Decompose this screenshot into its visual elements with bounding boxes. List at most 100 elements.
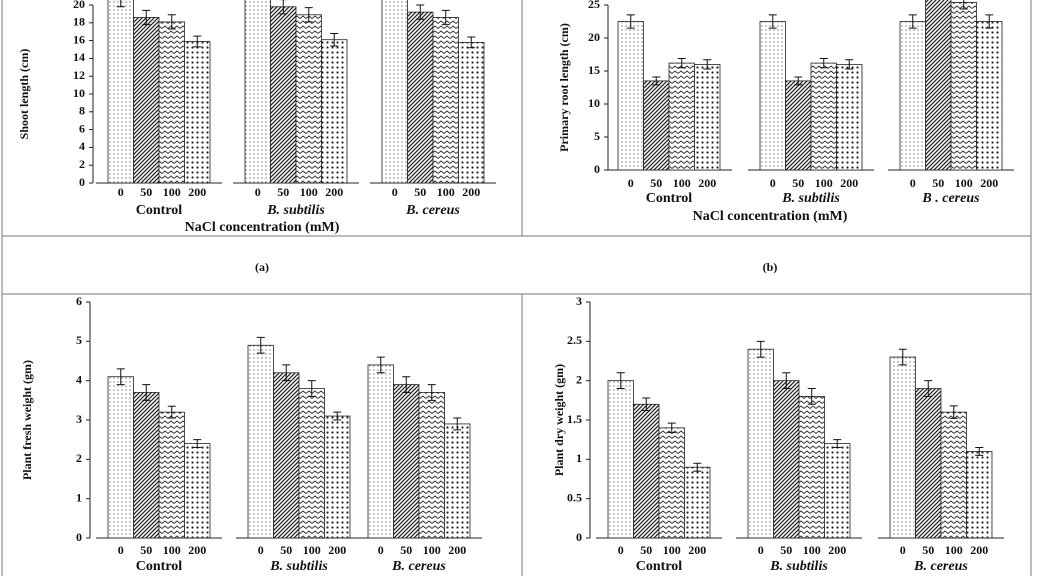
bar (976, 21, 1003, 171)
category-label: Control (136, 203, 183, 218)
bar-sub-label: 200 (188, 543, 206, 557)
category-label: B. cereus (405, 203, 460, 218)
y-tick-label: 4 (76, 372, 82, 386)
bar-sub-label: 50 (140, 185, 152, 199)
error-bar (279, 0, 288, 15)
y-axis-label: Shoot length (cm) (17, 49, 31, 140)
bar-sub-label: 100 (663, 543, 681, 557)
category-label: Control (646, 191, 693, 206)
category-label: Control (136, 559, 183, 574)
error-bar (642, 397, 651, 412)
y-tick-label: 3 (76, 412, 82, 426)
category-label: Control (636, 559, 683, 574)
error-bar (467, 36, 476, 49)
bar (633, 403, 660, 539)
y-tick-label: 6 (79, 121, 85, 135)
bar-sub-label: 200 (328, 543, 346, 557)
bar (798, 395, 825, 539)
bar-sub-label: 200 (970, 543, 988, 557)
bar (966, 451, 993, 539)
bar (785, 80, 812, 171)
y-tick-label: 0 (76, 530, 82, 544)
category-label: B. cereus (913, 559, 968, 574)
y-tick-label: 6 (76, 294, 82, 308)
bar (824, 443, 851, 539)
error-bar (985, 14, 994, 29)
category-label: B. subtilis (266, 203, 325, 218)
bar-sub-label: 200 (188, 185, 206, 199)
x-axis-label: NaCl concentration (mM) (693, 209, 848, 224)
bar (407, 11, 434, 184)
bar-sub-label: 100 (955, 176, 973, 190)
bar (950, 1, 977, 171)
error-bar (959, 0, 968, 10)
error-bar (845, 59, 854, 70)
bar-sub-label: 200 (688, 543, 706, 557)
bar (940, 411, 967, 539)
y-tick-label: 25 (588, 0, 600, 11)
error-bar (142, 384, 151, 401)
bar (432, 17, 459, 184)
y-tick-label: 18 (73, 15, 85, 29)
bar (889, 356, 916, 539)
bar-sub-label: 100 (300, 185, 318, 199)
bar-sub-label: 100 (423, 543, 441, 557)
error-bar (167, 405, 176, 419)
error-bar (416, 4, 425, 20)
error-bar (768, 14, 777, 29)
bar (915, 388, 942, 539)
error-bar (794, 76, 803, 86)
y-tick-label: 0 (594, 162, 600, 176)
error-bar (282, 364, 291, 382)
bar (273, 372, 300, 539)
bar-sub-label: 50 (414, 185, 426, 199)
bar-sub-label: 50 (400, 543, 412, 557)
bar (810, 62, 837, 171)
bar (418, 392, 445, 539)
bar-sub-label: 0 (910, 176, 916, 190)
bar (658, 427, 685, 539)
error-bar (616, 372, 625, 390)
bar (295, 14, 322, 184)
bar-sub-label: 0 (900, 543, 906, 557)
bar (158, 411, 185, 539)
y-tick-label: 5 (594, 129, 600, 143)
error-bar (427, 384, 436, 401)
bar-sub-label: 0 (378, 543, 384, 557)
y-tick-label: 1.5 (567, 412, 582, 426)
bar (747, 348, 774, 539)
category-label: B. subtilis (269, 559, 328, 574)
bar (107, 0, 134, 184)
bar-sub-label: 0 (758, 543, 764, 557)
bar-sub-label: 50 (140, 543, 152, 557)
bar-sub-label: 0 (618, 543, 624, 557)
y-tick-label: 8 (79, 104, 85, 118)
error-bar (376, 356, 385, 374)
bar-sub-label: 50 (792, 176, 804, 190)
bar (244, 0, 271, 184)
error-bar (304, 7, 313, 23)
bar-sub-label: 200 (840, 176, 858, 190)
bar-sub-label: 200 (828, 543, 846, 557)
y-tick-label: 15 (588, 63, 600, 77)
bar (444, 423, 471, 539)
bar (458, 41, 485, 184)
bar (158, 21, 185, 184)
bar (133, 392, 160, 539)
category-label: B. cereus (391, 559, 446, 574)
bar (759, 21, 786, 171)
error-bar (949, 405, 958, 419)
y-tick-label: 16 (73, 32, 85, 46)
y-tick-label: 0.5 (567, 490, 582, 504)
error-bar (402, 376, 411, 393)
category-label: B. subtilis (769, 559, 828, 574)
error-bar (116, 0, 125, 8)
bar (247, 344, 274, 539)
bar (393, 384, 420, 539)
bar (836, 64, 863, 171)
y-tick-label: 10 (73, 86, 85, 100)
bar-sub-label: 100 (945, 543, 963, 557)
bar-sub-label: 100 (815, 176, 833, 190)
